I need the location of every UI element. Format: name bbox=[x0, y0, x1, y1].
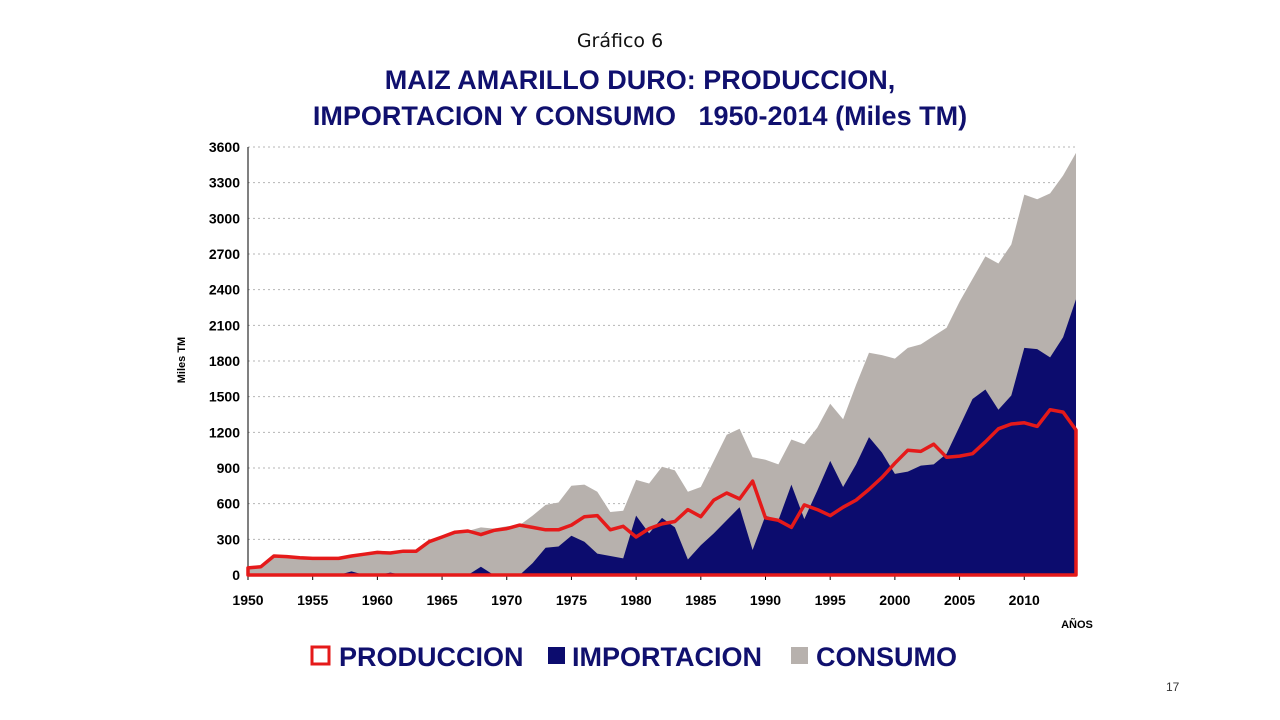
y-tick-label: 900 bbox=[217, 460, 241, 476]
y-tick-label: 300 bbox=[217, 531, 241, 547]
line-layer bbox=[246, 407, 1078, 577]
y-tick-label: 1500 bbox=[209, 389, 240, 405]
x-tick-label: 1990 bbox=[750, 592, 781, 608]
x-tick-label: 2005 bbox=[944, 592, 975, 608]
y-tick-label: 1800 bbox=[209, 353, 240, 369]
x-tick-label: 1950 bbox=[232, 592, 263, 608]
x-tick-label: 1970 bbox=[491, 592, 522, 608]
legend: PRODUCCION IMPORTACION CONSUMO bbox=[310, 642, 957, 672]
x-axis-label: AÑOS bbox=[1061, 618, 1093, 631]
legend-swatch-produccion bbox=[310, 645, 331, 666]
y-tick-label: 0 bbox=[232, 567, 240, 583]
slide-label: Gráfico 6 bbox=[576, 30, 664, 52]
y-axis-label: Miles TM bbox=[176, 337, 188, 383]
y-tick-label: 600 bbox=[217, 496, 241, 512]
y-tick-label: 3000 bbox=[209, 210, 240, 226]
y-tick-label: 1200 bbox=[209, 424, 240, 440]
chart-title-line2: IMPORTACION Y CONSUMO 1950-2014 (Miles T… bbox=[312, 101, 968, 131]
x-tick-label: 1985 bbox=[685, 592, 716, 608]
legend-swatch-importacion bbox=[548, 647, 565, 664]
x-tick-label: 1975 bbox=[556, 592, 587, 608]
legend-label-importacion: IMPORTACION bbox=[572, 642, 762, 672]
legend-label-consumo: CONSUMO bbox=[816, 642, 957, 672]
y-tick-label: 3600 bbox=[209, 139, 240, 155]
x-tick-label: 1995 bbox=[815, 592, 846, 608]
x-tick-label: 2010 bbox=[1009, 592, 1040, 608]
x-tick-label: 2000 bbox=[879, 592, 910, 608]
series-line-produccion bbox=[246, 407, 1078, 577]
x-tick-label: 1965 bbox=[426, 592, 457, 608]
x-tick-label: 1980 bbox=[621, 592, 652, 608]
page-number: 17 bbox=[1166, 680, 1180, 694]
legend-label-produccion: PRODUCCION bbox=[339, 642, 524, 672]
chart-title: MAIZ AMARILLO DURO: PRODUCCION, IMPORTAC… bbox=[0, 62, 1280, 134]
chart-title-line1: MAIZ AMARILLO DURO: PRODUCCION, bbox=[384, 65, 896, 95]
x-tick-label: 1960 bbox=[362, 592, 393, 608]
label-layer: 0 300 600 900 1200 1500 1800 2100 2400 2700 3000 33… bbox=[209, 139, 1040, 608]
y-tick-label: 2400 bbox=[209, 282, 240, 298]
legend-swatch-consumo bbox=[791, 647, 808, 664]
y-tick-label: 3300 bbox=[209, 175, 240, 191]
y-tick-label: 2100 bbox=[209, 317, 240, 333]
area-layer bbox=[248, 152, 1076, 575]
y-tick-label: 2700 bbox=[209, 246, 240, 262]
series-area-importacion bbox=[248, 299, 1076, 575]
x-tick-label: 1955 bbox=[297, 592, 328, 608]
